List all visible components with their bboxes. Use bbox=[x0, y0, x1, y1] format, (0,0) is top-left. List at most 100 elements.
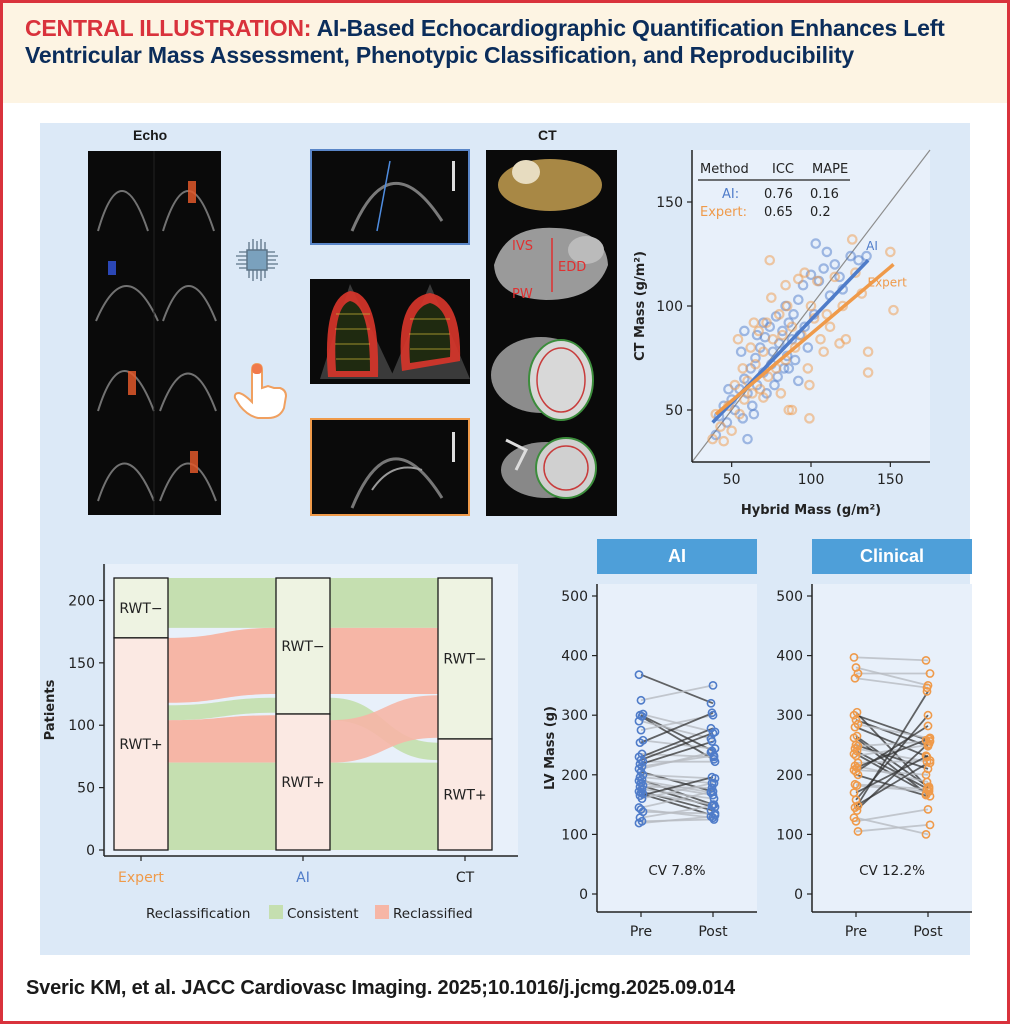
x-tick-label: Pre bbox=[630, 924, 652, 940]
data-point-ai bbox=[742, 433, 753, 445]
data-point-expert bbox=[829, 271, 841, 283]
data-point-expert bbox=[846, 234, 858, 245]
data-point-pre bbox=[849, 710, 859, 720]
paired-line bbox=[640, 727, 714, 758]
data-point-post bbox=[924, 787, 934, 796]
data-point-expert bbox=[758, 346, 769, 358]
x-tick-label: AI bbox=[296, 870, 310, 886]
paired-line bbox=[640, 776, 714, 785]
scatter-chart: AI Expert 50 100 150 50 100 150 Hybrid Mass (g/m… bbox=[633, 149, 931, 518]
echo-expert-measurement-image bbox=[310, 418, 470, 516]
data-point-post bbox=[921, 829, 931, 839]
data-point-expert bbox=[885, 246, 896, 258]
y-tick-label: 200 bbox=[561, 768, 588, 784]
paired-line bbox=[855, 690, 929, 809]
flow-reclassified bbox=[168, 715, 276, 763]
ct-pw-label: PW bbox=[512, 287, 533, 302]
data-point-pre bbox=[849, 652, 859, 662]
data-point-ai bbox=[739, 325, 750, 337]
paired-line bbox=[640, 790, 714, 809]
x-tick-label: Expert bbox=[118, 870, 164, 886]
ct-label: CT bbox=[538, 127, 557, 143]
data-point-expert bbox=[793, 273, 804, 285]
citation: Sveric KM, et al. JACC Cardiovasc Imagin… bbox=[26, 977, 735, 999]
title-band: CENTRAL ILLUSTRATION: AI-Based Echocardi… bbox=[3, 3, 1007, 103]
fit-line-expert bbox=[714, 263, 895, 416]
data-point-post bbox=[706, 747, 716, 757]
data-point-expert bbox=[786, 404, 798, 416]
ct-ivs-label: IVS bbox=[512, 239, 533, 254]
data-point-pre bbox=[850, 673, 860, 683]
data-point-pre bbox=[851, 816, 861, 826]
data-point-expert bbox=[737, 363, 749, 374]
y-tick-label: 50 bbox=[665, 403, 683, 419]
data-point-post bbox=[923, 740, 933, 750]
echo-label: Echo bbox=[133, 127, 168, 143]
y-tick-label: 100 bbox=[68, 718, 95, 734]
data-point-expert bbox=[805, 300, 817, 312]
data-point-pre bbox=[636, 778, 646, 788]
data-point-expert bbox=[729, 379, 741, 391]
data-point-expert bbox=[746, 388, 758, 399]
paired-line bbox=[855, 738, 929, 769]
data-point-post bbox=[709, 778, 719, 788]
data-point-post bbox=[706, 698, 716, 708]
data-point-expert bbox=[739, 394, 750, 405]
data-point-post bbox=[708, 728, 718, 738]
data-point-expert bbox=[781, 300, 793, 312]
stratum-label: RWT− bbox=[443, 651, 486, 667]
stratum-label: RWT− bbox=[119, 601, 162, 617]
data-point-pre bbox=[637, 794, 647, 804]
data-point-expert bbox=[732, 333, 744, 345]
paired-line bbox=[855, 823, 929, 833]
paired-line bbox=[640, 778, 714, 806]
y-tick-label: 500 bbox=[776, 589, 803, 605]
data-point-ai bbox=[769, 379, 780, 391]
data-point-pre bbox=[853, 770, 863, 780]
data-point-pre bbox=[636, 725, 646, 735]
data-point-post bbox=[707, 783, 717, 793]
data-point-expert bbox=[758, 392, 769, 403]
data-point-post bbox=[707, 737, 717, 746]
data-point-expert bbox=[775, 388, 787, 399]
stats-table-header: ICC bbox=[772, 162, 794, 177]
y-tick-label: 200 bbox=[68, 593, 95, 609]
flow-reclassified bbox=[330, 695, 438, 763]
paired-line bbox=[855, 773, 929, 798]
flow-consistent bbox=[168, 697, 276, 721]
data-point-expert bbox=[734, 408, 745, 420]
data-point-expert bbox=[799, 267, 810, 279]
data-point-expert bbox=[777, 329, 788, 341]
data-point-ai bbox=[805, 269, 817, 281]
paired-line bbox=[855, 750, 929, 790]
paired-line bbox=[640, 739, 714, 750]
paired-line bbox=[640, 788, 714, 800]
data-point-ai bbox=[829, 259, 841, 270]
paired-line bbox=[640, 773, 714, 780]
data-point-expert bbox=[762, 371, 774, 383]
data-point-expert bbox=[888, 304, 899, 316]
y-axis-title: CT Mass (g/m²) bbox=[633, 251, 648, 361]
data-point-expert bbox=[824, 321, 836, 333]
stratum-box bbox=[275, 713, 331, 851]
data-point-pre bbox=[852, 806, 862, 815]
data-point-expert bbox=[786, 321, 798, 333]
data-point-expert bbox=[789, 342, 801, 353]
data-point-expert bbox=[818, 346, 829, 358]
plot-background bbox=[597, 584, 757, 912]
stratum-label: RWT+ bbox=[119, 737, 162, 753]
paired-line bbox=[640, 684, 714, 702]
stats-table-method: Expert: bbox=[700, 205, 747, 220]
paired-line bbox=[640, 815, 714, 824]
data-point-post bbox=[710, 757, 720, 767]
data-point-post bbox=[707, 801, 717, 811]
data-point-pre bbox=[853, 827, 863, 836]
stratum-box bbox=[113, 637, 169, 851]
stratum-label: RWT+ bbox=[281, 775, 324, 791]
x-tick-label: 150 bbox=[877, 472, 904, 488]
data-point-post bbox=[706, 812, 716, 821]
data-point-post bbox=[923, 710, 933, 720]
flow-consistent bbox=[330, 762, 438, 850]
data-point-post bbox=[923, 721, 933, 731]
x-tick-label: Pre bbox=[845, 924, 867, 940]
